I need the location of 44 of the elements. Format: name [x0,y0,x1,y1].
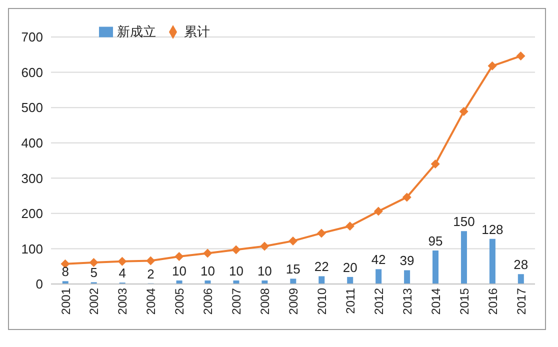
data-label: 10 [172,263,187,278]
x-tick-label: 2011 [343,288,358,314]
x-tick-label: 2003 [116,288,130,315]
x-tick-label: 2010 [314,288,329,315]
x-tick-label: 2016 [486,288,500,315]
x-tick-label: 2001 [58,288,73,315]
data-label: 150 [453,214,475,230]
data-label: 2 [147,266,154,282]
legend-label: 累计 [184,24,210,39]
y-tick-label: 700 [21,30,43,45]
y-tick-label: 100 [21,241,43,256]
x-tick-label: 2013 [400,288,414,315]
x-tick-label: 2004 [144,288,158,315]
y-tick-label: 200 [21,206,43,222]
x-tick-label: 2005 [172,288,187,315]
data-label: 8 [62,264,70,280]
data-label: 22 [314,259,329,274]
y-tick-label: 300 [21,170,43,186]
data-label: 10 [200,263,215,278]
x-tick-label: 2006 [201,288,216,315]
y-tick-label: 0 [36,276,43,292]
y-tick-label: 400 [21,135,43,150]
data-label: 20 [342,260,358,275]
data-label: 15 [286,262,300,277]
data-label: 39 [400,253,414,268]
y-tick-label: 500 [21,100,43,116]
x-tick-label: 2015 [457,288,472,315]
data-label: 95 [428,233,443,248]
data-label: 5 [90,265,98,280]
x-tick-label: 2017 [514,288,528,315]
data-label: 10 [257,263,272,278]
data-label: 4 [118,266,126,281]
x-tick-label: 2014 [428,288,443,315]
y-tick-label: 600 [21,64,43,80]
data-label: 10 [228,263,244,278]
data-label: 128 [482,222,504,237]
x-tick-label: 2007 [230,288,244,315]
x-tick-label: 2009 [286,288,301,315]
legend-label: 新成立 [117,24,156,39]
x-tick-label: 2002 [87,288,102,315]
data-label: 42 [371,252,386,268]
x-tick-label: 2008 [258,288,272,315]
x-tick-label: 2012 [372,288,386,315]
data-label: 28 [514,257,528,272]
